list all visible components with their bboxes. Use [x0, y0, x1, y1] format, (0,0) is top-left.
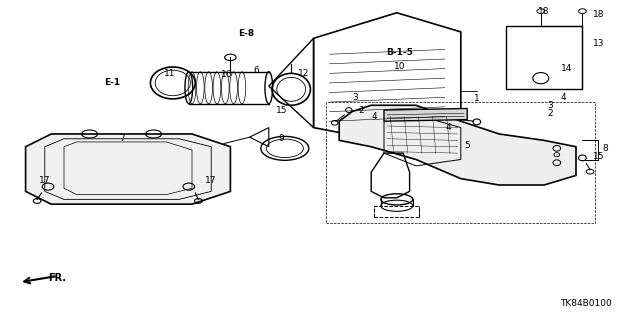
Text: 7: 7: [119, 134, 124, 143]
Text: 5: 5: [465, 141, 470, 150]
Bar: [374, 206, 419, 217]
Polygon shape: [339, 105, 576, 185]
Text: FR.: FR.: [48, 273, 66, 284]
Text: 1: 1: [474, 94, 479, 103]
Text: 18: 18: [593, 10, 604, 19]
Text: 13: 13: [593, 39, 604, 48]
Text: 17: 17: [39, 176, 51, 185]
Text: 15: 15: [276, 106, 287, 115]
Text: 11: 11: [164, 69, 175, 78]
Text: 9: 9: [279, 134, 284, 143]
Text: 4: 4: [561, 93, 566, 102]
Text: 4: 4: [445, 123, 451, 132]
Polygon shape: [384, 108, 467, 121]
Text: 18: 18: [538, 7, 550, 16]
Polygon shape: [26, 134, 230, 204]
Text: 4: 4: [372, 112, 377, 121]
Text: 16: 16: [221, 70, 233, 79]
Bar: [506, 26, 582, 89]
Text: TK84B0100: TK84B0100: [560, 299, 611, 308]
Text: 12: 12: [298, 69, 310, 78]
Text: E-1: E-1: [104, 78, 120, 87]
Text: 2: 2: [359, 106, 364, 115]
Text: B-1-5: B-1-5: [387, 48, 413, 57]
Text: 6: 6: [253, 66, 259, 75]
Text: 2: 2: [548, 109, 553, 118]
Bar: [326, 102, 595, 223]
Text: 3: 3: [353, 93, 358, 102]
Text: 14: 14: [561, 64, 572, 73]
Text: 8: 8: [602, 144, 607, 153]
Text: 17: 17: [205, 176, 217, 185]
Text: 10: 10: [394, 63, 406, 71]
Text: 3: 3: [548, 101, 553, 110]
Text: E-8: E-8: [238, 29, 255, 38]
Text: 15: 15: [593, 152, 604, 161]
